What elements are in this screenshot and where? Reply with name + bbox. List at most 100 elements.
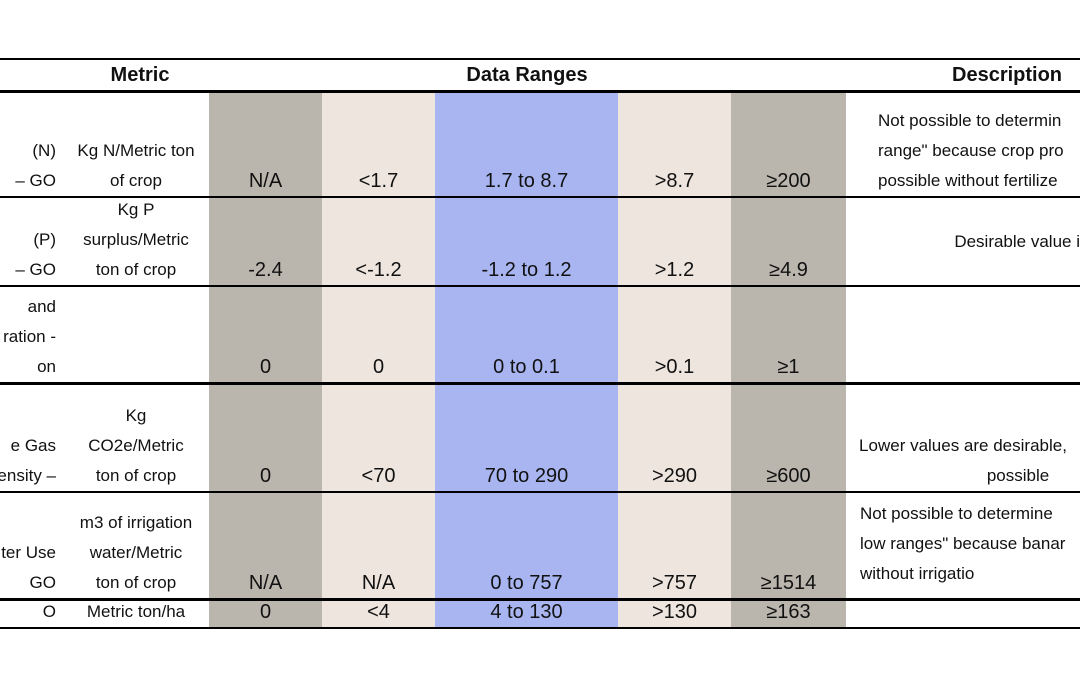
metric-description: Not possible to determin range" because c… <box>846 93 1080 196</box>
value-high: ≥600 <box>731 385 846 491</box>
rule-row-5 <box>0 598 1080 601</box>
metric-unit-line: ton of crop <box>95 466 177 485</box>
value-above-range: >0.1 <box>618 287 731 382</box>
value-desirable-range: 0 to 757 <box>435 493 618 598</box>
metric-name: (N) – GO <box>0 93 60 196</box>
metric-name: (P) – GO <box>0 198 60 285</box>
value-below-range-text: <1.7 <box>358 170 399 192</box>
value-above-range-text: >0.1 <box>654 356 695 378</box>
metric-name-line: (N) <box>32 141 56 160</box>
metric-unit: Metric ton/ha <box>62 601 210 627</box>
metric-name-line: O <box>42 602 56 621</box>
value-desirable-range: 1.7 to 8.7 <box>435 93 618 196</box>
value-below-range-text: <-1.2 <box>355 259 402 281</box>
value-below-range: <1.7 <box>322 93 435 196</box>
metric-name-line: on <box>37 357 56 376</box>
metric-unit-line: ton of crop <box>95 573 177 592</box>
value-high-text: ≥163 <box>766 601 811 623</box>
value-high-text: ≥200 <box>766 170 811 192</box>
value-above-range-text: >130 <box>651 601 698 623</box>
metric-unit-line: Kg <box>125 406 147 425</box>
metric-description-line: Not possible to determin <box>878 111 1062 130</box>
metric-description-line: possible <box>986 466 1050 485</box>
metric-name-line: – GO <box>15 260 56 279</box>
value-below-range: <4 <box>322 601 435 627</box>
value-low-text: N/A <box>248 170 283 192</box>
rule-header-bottom <box>0 90 1080 93</box>
rule-row-1 <box>0 196 1080 198</box>
metric-name-line: ensity – <box>0 466 56 485</box>
value-desirable-range-text: -1.2 to 1.2 <box>481 259 572 281</box>
metric-name: e Gas ensity – <box>0 385 60 491</box>
header-data-ranges: Data Ranges <box>466 63 588 86</box>
metric-name: ter Use GO <box>0 493 60 598</box>
metric-unit-line: of crop <box>110 171 162 190</box>
metric-unit: Kg CO2e/Metric ton of crop <box>62 385 210 491</box>
value-low: -2.4 <box>209 198 322 285</box>
metric-unit-line: Kg P <box>117 200 155 219</box>
header-description: Description <box>952 63 1063 86</box>
metric-name-line: ration - <box>3 327 56 346</box>
value-low-text: 0 <box>259 601 272 623</box>
value-above-range: >757 <box>618 493 731 598</box>
value-above-range: >130 <box>618 601 731 627</box>
value-below-range: <70 <box>322 385 435 491</box>
value-low-text: -2.4 <box>248 259 283 281</box>
column-bg-desirable-range <box>435 92 618 628</box>
metric-description-line: Lower values are desirable, <box>859 436 1067 455</box>
metric-unit-line: water/Metric <box>89 543 183 562</box>
value-desirable-range-text: 0 to 757 <box>490 572 563 594</box>
value-above-range: >290 <box>618 385 731 491</box>
value-low: 0 <box>209 287 322 382</box>
metric-description-line: Desirable value i <box>954 231 1080 251</box>
metric-description-line: Not possible to determine <box>860 504 1053 523</box>
value-high: ≥4.9 <box>731 198 846 285</box>
metric-name-line: – GO <box>15 171 56 190</box>
value-high-text: ≥1514 <box>760 572 817 594</box>
metric-unit-line: ton of crop <box>95 260 177 279</box>
value-above-range-text: >290 <box>651 465 698 487</box>
value-high-text: ≥4.9 <box>769 259 808 281</box>
rule-top <box>0 58 1080 60</box>
metric-unit <box>62 287 210 382</box>
value-below-range-text: 0 <box>372 356 385 378</box>
rule-bottom <box>0 627 1080 629</box>
column-bg-low <box>209 92 322 628</box>
metric-description-line: possible without fertilize <box>878 171 1058 190</box>
metric-name-line: ter Use <box>1 543 56 562</box>
value-desirable-range-text: 70 to 290 <box>484 465 569 487</box>
value-above-range-text: >757 <box>651 572 698 594</box>
metric-unit-line: surplus/Metric <box>83 230 189 249</box>
value-below-range: 0 <box>322 287 435 382</box>
metric-description: Not possible to determine low ranges" bec… <box>846 493 1080 598</box>
value-above-range-text: >8.7 <box>654 170 695 192</box>
value-below-range: <-1.2 <box>322 198 435 285</box>
value-low: N/A <box>209 493 322 598</box>
value-high-text: ≥600 <box>766 465 811 487</box>
value-below-range-text: N/A <box>361 572 396 594</box>
metric-unit-line: m3 of irrigation <box>79 513 193 532</box>
value-desirable-range: 70 to 290 <box>435 385 618 491</box>
value-above-range-text: >1.2 <box>654 259 695 281</box>
metric-name-line: GO <box>29 573 56 592</box>
value-low-text: 0 <box>259 465 272 487</box>
metric-unit-line: CO2e/Metric <box>88 436 184 455</box>
value-desirable-range: 0 to 0.1 <box>435 287 618 382</box>
value-desirable-range-text: 1.7 to 8.7 <box>484 170 569 192</box>
column-bg-below-range <box>322 92 435 628</box>
value-desirable-range-text: 0 to 0.1 <box>493 356 560 378</box>
metric-description-line: low ranges" because banar <box>860 534 1066 553</box>
value-low-text: N/A <box>248 572 283 594</box>
column-bg-high <box>731 92 846 628</box>
metric-description: Lower values are desirable, possible <box>846 385 1080 491</box>
metric-name: and ration - on <box>0 287 60 382</box>
metric-name-line: e Gas <box>10 436 56 455</box>
rule-row-4 <box>0 491 1080 493</box>
value-high: ≥1 <box>731 287 846 382</box>
metric-unit: Kg P surplus/Metric ton of crop <box>62 198 210 285</box>
value-low: N/A <box>209 93 322 196</box>
value-below-range: N/A <box>322 493 435 598</box>
metric-description: Desirable value i <box>846 198 1080 285</box>
metric-description-line: without irrigatio <box>860 564 975 583</box>
value-low: 0 <box>209 385 322 491</box>
